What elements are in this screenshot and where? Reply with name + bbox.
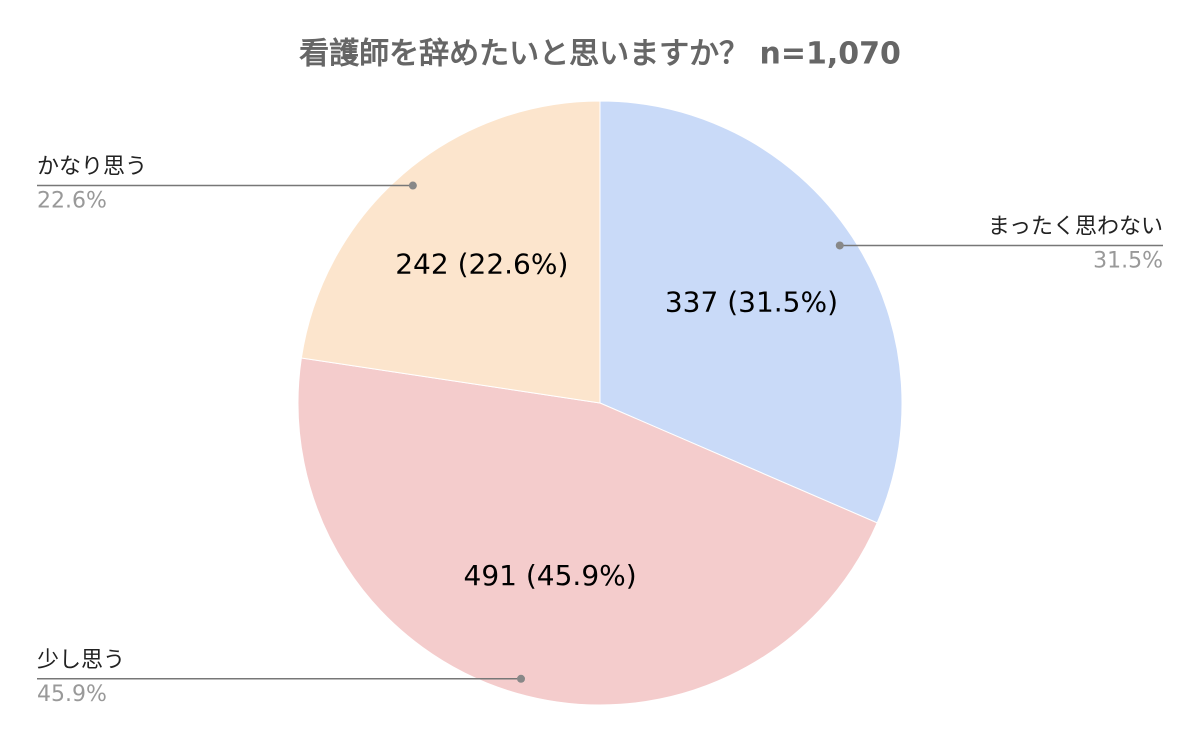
percent-label: 45.9% bbox=[37, 682, 107, 707]
percent-label: 31.5% bbox=[1093, 248, 1163, 273]
slice-label: 337 (31.5%) bbox=[665, 285, 838, 318]
pie-slice bbox=[300, 100, 601, 404]
pie-slice bbox=[297, 357, 878, 706]
leader-dot bbox=[835, 241, 844, 250]
legend-label: 少し思う bbox=[37, 648, 125, 673]
leader-dot bbox=[408, 181, 417, 190]
chart-title: 看護師を辞めたいと思いますか？ n=1,070 bbox=[299, 37, 901, 72]
percent-label: 22.6% bbox=[37, 189, 107, 214]
legend-label: かなり思う bbox=[37, 155, 147, 180]
slice-label: 242 (22.6%) bbox=[395, 248, 568, 281]
leader-dot bbox=[517, 674, 526, 683]
slice-label: 491 (45.9%) bbox=[464, 559, 637, 592]
pie-slice bbox=[599, 100, 903, 524]
legend-label: まったく思わない bbox=[988, 214, 1163, 239]
